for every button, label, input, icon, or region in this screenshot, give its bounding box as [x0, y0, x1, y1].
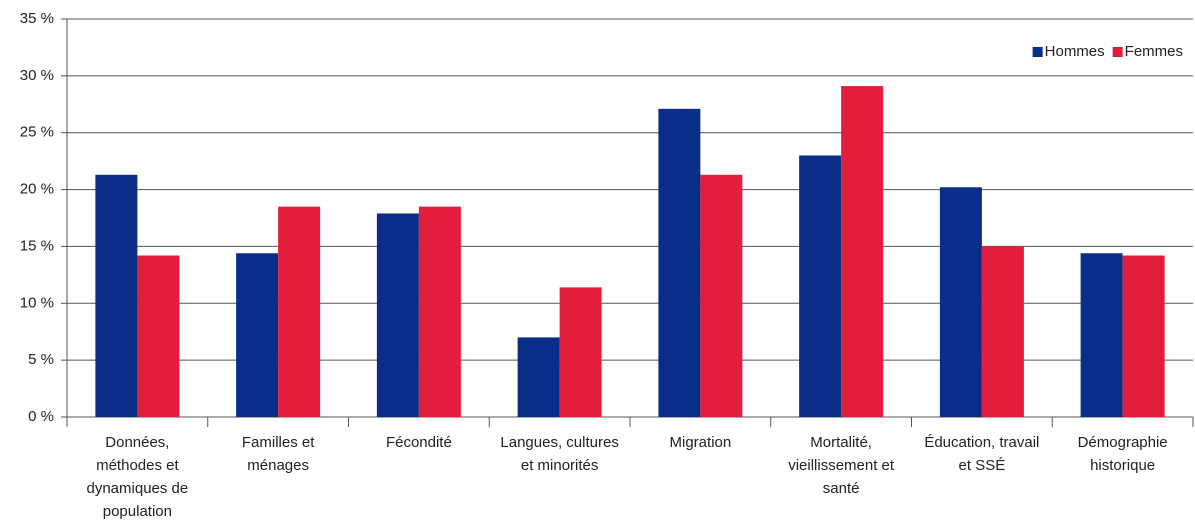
bar	[236, 253, 279, 417]
legend-label: Femmes	[1125, 43, 1183, 60]
y-tick-label: 15 %	[20, 237, 54, 254]
x-tick-label: Éducation, travail et SSÉ	[924, 434, 1040, 474]
bar	[981, 246, 1024, 417]
bar	[658, 108, 701, 417]
bar	[376, 213, 419, 417]
bar	[799, 155, 842, 417]
bar	[278, 206, 321, 417]
y-tick-label: 20 %	[20, 181, 54, 198]
x-tick-label: Langues, cultures et minorités	[500, 434, 619, 474]
y-tick-label: 10 %	[20, 294, 54, 311]
x-tick-label: Fécondité	[385, 434, 452, 451]
x-tick-label: Démographie historique	[1077, 434, 1168, 474]
bar	[95, 174, 138, 417]
legend-swatch	[1032, 47, 1043, 57]
bar	[517, 337, 560, 417]
x-tick-label: Migration	[669, 434, 732, 451]
bar	[559, 287, 602, 417]
bar	[841, 86, 884, 417]
legend-label: Hommes	[1045, 43, 1105, 60]
y-tick-label: 5 %	[28, 351, 54, 368]
bar	[1080, 253, 1123, 417]
bar	[700, 174, 743, 417]
y-tick-label: 0 %	[28, 408, 54, 425]
x-tick-label: Familles et ménages	[241, 434, 315, 474]
x-tick-label: Mortalité, vieillissement et santé	[788, 434, 895, 497]
x-tick-label: Données, méthodes et dynamiques de popul…	[86, 434, 189, 520]
legend-swatch	[1112, 47, 1123, 57]
y-tick-label: 25 %	[20, 124, 54, 141]
bar	[1122, 255, 1165, 417]
y-tick-label: 30 %	[20, 67, 54, 84]
bar	[939, 187, 982, 417]
bar	[418, 206, 461, 417]
y-tick-label: 35 %	[20, 10, 54, 27]
bar	[137, 255, 180, 417]
